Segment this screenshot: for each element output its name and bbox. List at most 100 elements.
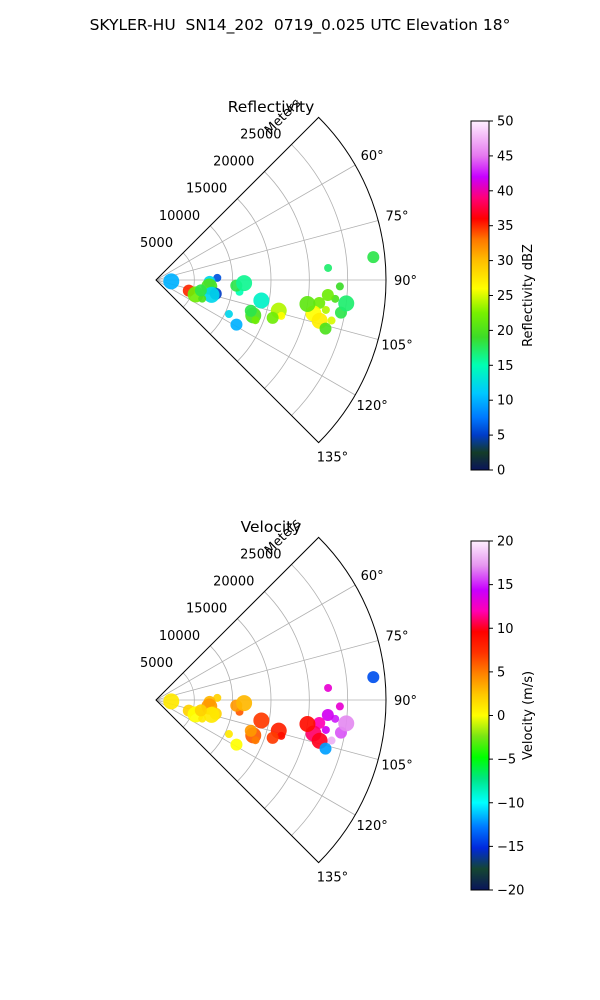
velocity-range-tick-label: 10000: [159, 629, 200, 644]
reflectivity-sector-frame: [155, 116, 387, 444]
reflectivity-panel: Reflectivity500010000150002000025000Mete…: [140, 96, 536, 479]
velocity-colorbar-tick-label: 20: [497, 535, 514, 550]
reflectivity-echo-cell: [277, 311, 286, 320]
reflectivity-echo-cell: [338, 295, 355, 312]
velocity-colorbar-tick-label: 15: [497, 578, 514, 593]
reflectivity-colorbar-label: Reflectivity dBZ: [521, 244, 536, 347]
reflectivity-azimuth-tick-label: 105°: [381, 339, 412, 354]
velocity-sector-frame: [155, 536, 387, 864]
velocity-azimuth-tick-label: 60°: [361, 569, 384, 584]
velocity-echo-cell: [203, 706, 220, 723]
velocity-echo-cell: [213, 693, 222, 702]
reflectivity-colorbar-tick-label: 25: [497, 289, 514, 304]
reflectivity-azimuth-line: [155, 220, 379, 281]
reflectivity-echo-cell: [299, 295, 316, 312]
reflectivity-echo-cell: [319, 322, 332, 335]
reflectivity-echo-cell: [313, 296, 326, 309]
figure-title: SKYLER-HU SN14_202 0719_0.025 UTC Elevat…: [89, 16, 511, 34]
reflectivity-echo-cell: [251, 316, 260, 325]
velocity-echo-cell: [299, 715, 316, 732]
reflectivity-echo-cell: [266, 311, 279, 324]
reflectivity-colorbar-tick-label: 10: [497, 394, 514, 409]
reflectivity-echo-cell: [230, 318, 243, 331]
reflectivity-echo-cell: [198, 294, 207, 303]
velocity-title: Velocity: [241, 518, 302, 536]
velocity-echo-cell: [251, 736, 260, 745]
reflectivity-colorbar-tick-label: 35: [497, 219, 514, 234]
reflectivity-azimuth-tick-label: 75°: [386, 209, 409, 224]
reflectivity-colorbar-tick-label: 50: [497, 115, 514, 130]
velocity-echo-cell: [163, 693, 180, 710]
reflectivity-echo-cell: [324, 263, 333, 272]
reflectivity-echo-cell: [321, 305, 330, 314]
reflectivity-range-tick-label: 5000: [140, 236, 173, 251]
velocity-echo-cell: [367, 671, 380, 684]
reflectivity-azimuth-tick-label: 90°: [394, 274, 417, 289]
reflectivity-range-tick-label: 20000: [213, 155, 254, 170]
velocity-colorbar: [470, 540, 490, 891]
reflectivity-colorbar-tick-label: 15: [497, 359, 514, 374]
velocity-azimuth-tick-label: 105°: [381, 759, 412, 774]
velocity-echo-cell: [335, 702, 344, 711]
reflectivity-echo-cell: [213, 273, 222, 282]
reflectivity-colorbar-tick-label: 0: [497, 464, 505, 479]
velocity-colorbar-tick-label: −5: [497, 753, 516, 768]
velocity-azimuth-tick-label: 75°: [386, 629, 409, 644]
reflectivity-echo-cell: [367, 251, 380, 264]
velocity-colorbar-tick-label: 5: [497, 665, 505, 680]
velocity-azimuth-tick-label: 120°: [356, 819, 387, 834]
velocity-echo-cell: [327, 736, 336, 745]
velocity-colorbar-tick-label: −10: [497, 796, 524, 811]
velocity-echo-cell: [321, 709, 334, 722]
reflectivity-azimuth-tick-label: 120°: [356, 399, 387, 414]
reflectivity-azimuth-tick-label: 135°: [317, 450, 348, 465]
velocity-azimuth-tick-label: 135°: [317, 870, 348, 885]
reflectivity-colorbar-tick-label: 20: [497, 324, 514, 339]
velocity-colorbar-label: Velocity (m/s): [521, 671, 536, 760]
velocity-echo-cell: [277, 731, 286, 740]
velocity-range-tick-label: 5000: [140, 656, 173, 671]
velocity-echo-cell: [253, 712, 270, 729]
reflectivity-echo-cell: [335, 282, 344, 291]
reflectivity-azimuth-tick-label: 60°: [361, 149, 384, 164]
velocity-echo-cell: [198, 714, 207, 723]
reflectivity-colorbar: [470, 120, 490, 471]
reflectivity-colorbar-tick-label: 45: [497, 149, 514, 164]
velocity-echo-cell: [338, 715, 355, 732]
velocity-colorbar-tick-label: 10: [497, 622, 514, 637]
reflectivity-echo-cell: [163, 273, 180, 290]
velocity-echo-cell: [230, 738, 243, 751]
velocity-range-tick-label: 20000: [213, 575, 254, 590]
reflectivity-echo-cell: [203, 286, 220, 303]
reflectivity-range-tick-label: 25000: [240, 127, 281, 142]
reflectivity-azimuth-line: [155, 164, 356, 281]
velocity-panel: Velocity500010000150002000025000Meters60…: [140, 516, 536, 899]
velocity-echo-cell: [236, 695, 253, 712]
velocity-echo-cell: [313, 716, 326, 729]
velocity-colorbar-tick-label: −15: [497, 840, 524, 855]
velocity-range-tick-label: 25000: [240, 547, 281, 562]
velocity-colorbar-tick-label: −20: [497, 884, 524, 899]
velocity-range-tick-label: 15000: [186, 602, 227, 617]
reflectivity-colorbar-tick-label: 5: [497, 429, 505, 444]
velocity-echo-cell: [244, 724, 257, 737]
reflectivity-echo-cell: [321, 289, 334, 302]
velocity-azimuth-line: [155, 640, 379, 701]
reflectivity-echo-cell: [224, 310, 233, 319]
reflectivity-colorbar-tick-label: 30: [497, 254, 514, 269]
velocity-echo-cell: [224, 730, 233, 739]
reflectivity-echo-cell: [244, 304, 257, 317]
reflectivity-title: Reflectivity: [228, 98, 315, 116]
reflectivity-range-tick-label: 15000: [186, 182, 227, 197]
reflectivity-range-tick-label: 10000: [159, 209, 200, 224]
velocity-echo-cell: [266, 731, 279, 744]
velocity-azimuth-tick-label: 90°: [394, 694, 417, 709]
reflectivity-echo-cell: [253, 292, 270, 309]
velocity-echo-cell: [194, 704, 207, 717]
velocity-echo-cell: [319, 742, 332, 755]
reflectivity-echo-cell: [236, 275, 253, 292]
velocity-echo-cell: [324, 683, 333, 692]
velocity-echo-cell: [321, 725, 330, 734]
reflectivity-echo-cell: [194, 284, 207, 297]
